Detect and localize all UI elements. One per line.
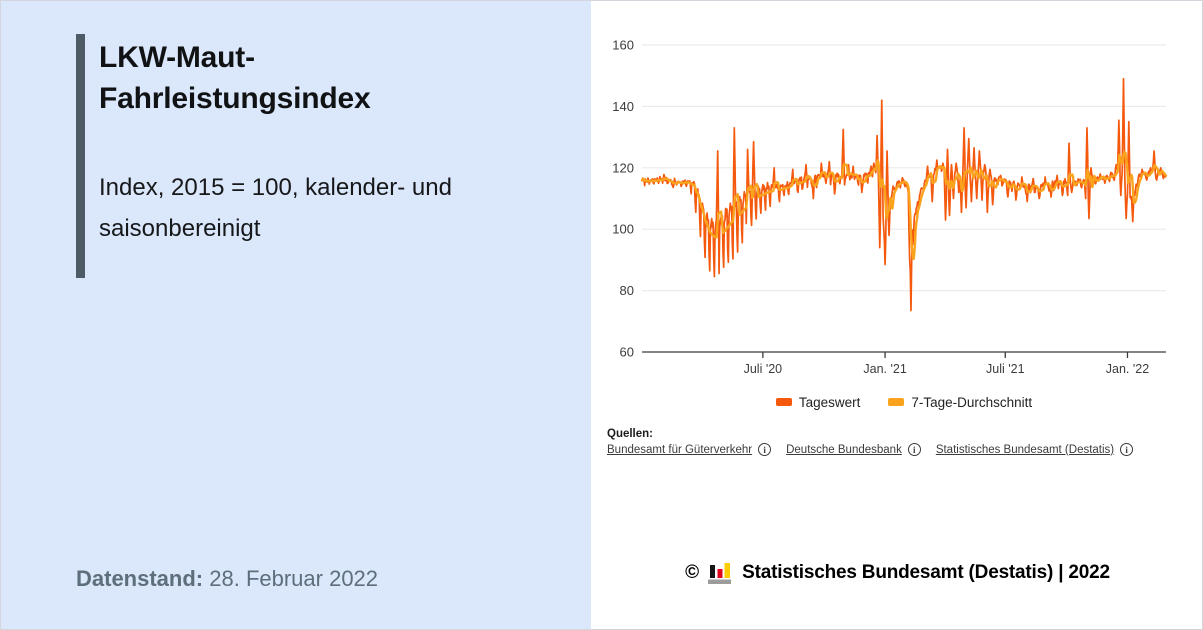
data-status: Datenstand: 28. Februar 2022 <box>76 566 378 592</box>
chart-legend: Tageswert 7-Tage-Durchschnitt <box>642 392 1166 412</box>
y-tick-label: 100 <box>612 222 634 237</box>
destatis-logo-icon <box>708 563 732 584</box>
title-line-2: Fahrleistungsindex <box>99 82 371 115</box>
y-tick-label: 80 <box>620 283 634 298</box>
subtitle: Index, 2015 = 100, kalender- und saisonb… <box>99 167 569 249</box>
legend-item-tageswert: Tageswert <box>775 394 861 410</box>
copyright-footer: © Statistisches Bundesamt (Destatis) | 2… <box>591 562 1202 584</box>
series-7-tage-durchschnitt-line <box>640 150 1168 261</box>
y-tick-label: 140 <box>612 99 634 114</box>
sources-label: Quellen: <box>607 428 654 440</box>
headline-panel: LKW-Maut- Fahrleistungsindex Index, 2015… <box>1 1 591 629</box>
source-link[interactable]: Bundesamt für Güterverkehr <box>607 443 753 456</box>
data-status-label: Datenstand: <box>76 566 204 591</box>
chart-panel: 60 80 100 120 140 160 Juli '20 Jan. '21 Juli '21… <box>591 1 1202 629</box>
info-icon[interactable]: i <box>758 443 772 456</box>
y-tick-label: 160 <box>612 38 634 53</box>
subtitle-line-1: Index, 2015 = 100, kalender- und <box>99 174 452 201</box>
legend-item-durchschnitt: 7-Tage-Durchschnitt <box>888 395 1032 410</box>
data-status-value: 28. Februar 2022 <box>209 566 379 591</box>
source-link[interactable]: Deutsche Bundesbank <box>786 443 902 456</box>
legend-label: 7-Tage-Durchschnitt <box>911 394 1033 410</box>
x-tick-label: Jan. '21 <box>863 362 906 376</box>
page-title: LKW-Maut- Fahrleistungsindex <box>99 37 569 119</box>
title-line-1: LKW-Maut- <box>99 41 255 74</box>
x-tick-label: Juli '20 <box>744 362 783 376</box>
line-chart: 60 80 100 120 140 160 Juli '20 Jan. '21 Juli '21… <box>612 38 1168 376</box>
copyright-symbol: © <box>685 562 700 583</box>
copyright-text: Statistisches Bundesamt (Destatis) | 202… <box>742 562 1110 583</box>
info-icon[interactable]: i <box>1120 443 1134 456</box>
sources-row: Bundesamt für Güterverkehr i Deutsche Bund… <box>607 443 1197 456</box>
y-tick-label: 120 <box>612 160 634 175</box>
legend-swatch <box>888 398 905 406</box>
source-link[interactable]: Statistisches Bundesamt (Destatis) <box>935 443 1115 456</box>
info-icon[interactable]: i <box>907 443 921 456</box>
x-tick-label: Jan. '22 <box>1106 362 1149 376</box>
accent-bar <box>76 34 85 278</box>
subtitle-line-2: saisonbereinigt <box>99 215 261 242</box>
sources-block: Quellen: Bundesamt für Güterverkehr i Deut… <box>607 427 1197 456</box>
x-tick-label: Juli '21 <box>986 362 1025 376</box>
legend-swatch <box>775 398 792 406</box>
series-tageswert-line <box>641 77 1167 312</box>
y-tick-label: 60 <box>620 345 634 360</box>
legend-label: Tageswert <box>798 394 861 410</box>
